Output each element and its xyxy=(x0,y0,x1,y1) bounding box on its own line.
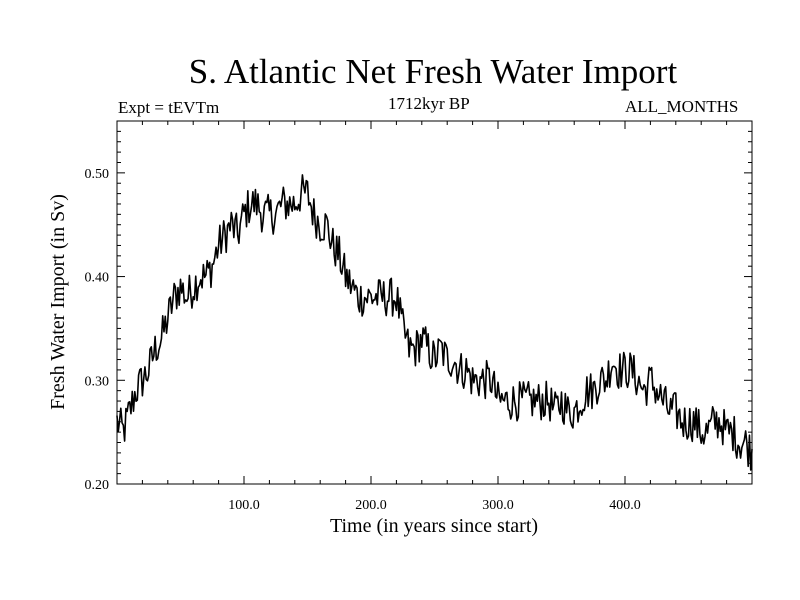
chart-title: S. Atlantic Net Fresh Water Import xyxy=(188,52,678,91)
months-label: ALL_MONTHS xyxy=(625,97,739,116)
plot-frame xyxy=(116,120,753,485)
y-tick-label: 0.20 xyxy=(85,478,110,493)
x-axis-label: Time (in years since start) xyxy=(330,515,538,537)
x-tick-label: 400.0 xyxy=(609,498,641,513)
y-tick-label: 0.40 xyxy=(85,271,110,286)
experiment-label: Expt = tEVTm xyxy=(118,98,220,117)
fresh-water-import-line xyxy=(116,174,753,471)
y-axis-label: Fresh Water Import (in Sv) xyxy=(47,194,69,410)
x-tick-label: 200.0 xyxy=(355,498,387,513)
x-tick-label: 100.0 xyxy=(228,498,260,513)
y-tick-label: 0.50 xyxy=(85,167,110,182)
x-tick-label: 300.0 xyxy=(482,498,514,513)
y-tick-label: 0.30 xyxy=(85,374,110,389)
period-label: 1712kyr BP xyxy=(388,94,470,113)
